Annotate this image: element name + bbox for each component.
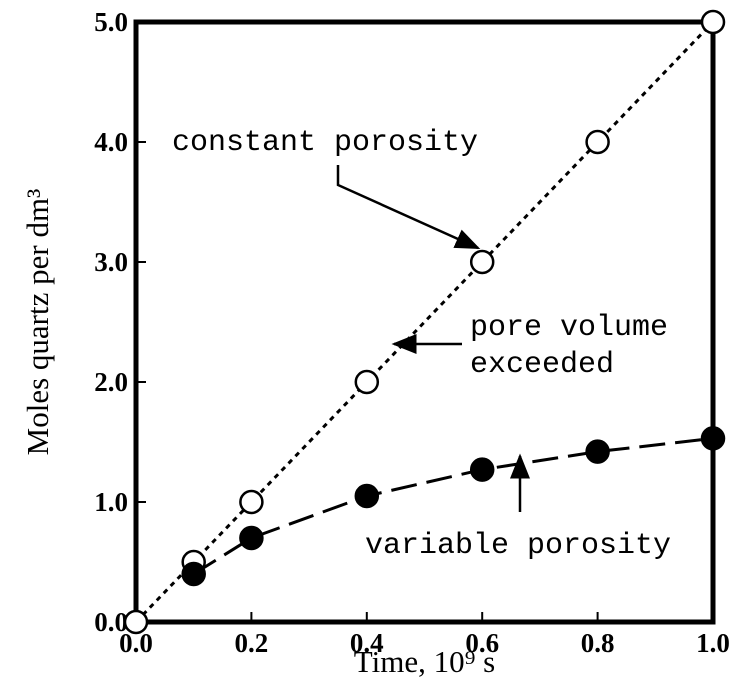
x-axis-label: Time, 10⁹ s <box>354 644 495 679</box>
annotation: exceeded <box>470 348 614 382</box>
x-tick-label: 0.6 <box>465 628 499 658</box>
y-tick-label: 0.0 <box>94 607 128 637</box>
y-tick-label: 2.0 <box>94 367 128 397</box>
y-tick-label: 3.0 <box>94 247 128 277</box>
data-point <box>354 369 380 395</box>
x-tick-label: 0.8 <box>581 628 615 658</box>
data-point <box>585 439 610 464</box>
data-point <box>354 483 380 509</box>
y-axis-label: Moles quartz per dm³ <box>20 189 55 456</box>
data-point <box>700 9 726 35</box>
data-point <box>700 426 726 451</box>
y-tick-label: 5.0 <box>94 7 128 37</box>
y-tick-label: 1.0 <box>94 487 128 517</box>
arrow <box>336 165 481 250</box>
annotation: pore volume <box>470 311 668 345</box>
data-point <box>469 249 495 275</box>
data-point <box>239 489 264 515</box>
data-point <box>239 525 264 551</box>
series-label: constant porosity <box>172 126 478 160</box>
x-tick-label: 0.2 <box>235 628 269 658</box>
y-tick-label: 4.0 <box>94 127 128 157</box>
data-point <box>585 129 610 155</box>
plot-frame <box>133 19 716 625</box>
series-label: variable porosity <box>365 529 671 563</box>
data-point <box>181 561 206 587</box>
data-point <box>469 457 495 482</box>
data-point <box>123 609 149 635</box>
x-tick-label: 1.0 <box>696 628 730 658</box>
x-tick-label: 0.4 <box>350 628 384 658</box>
